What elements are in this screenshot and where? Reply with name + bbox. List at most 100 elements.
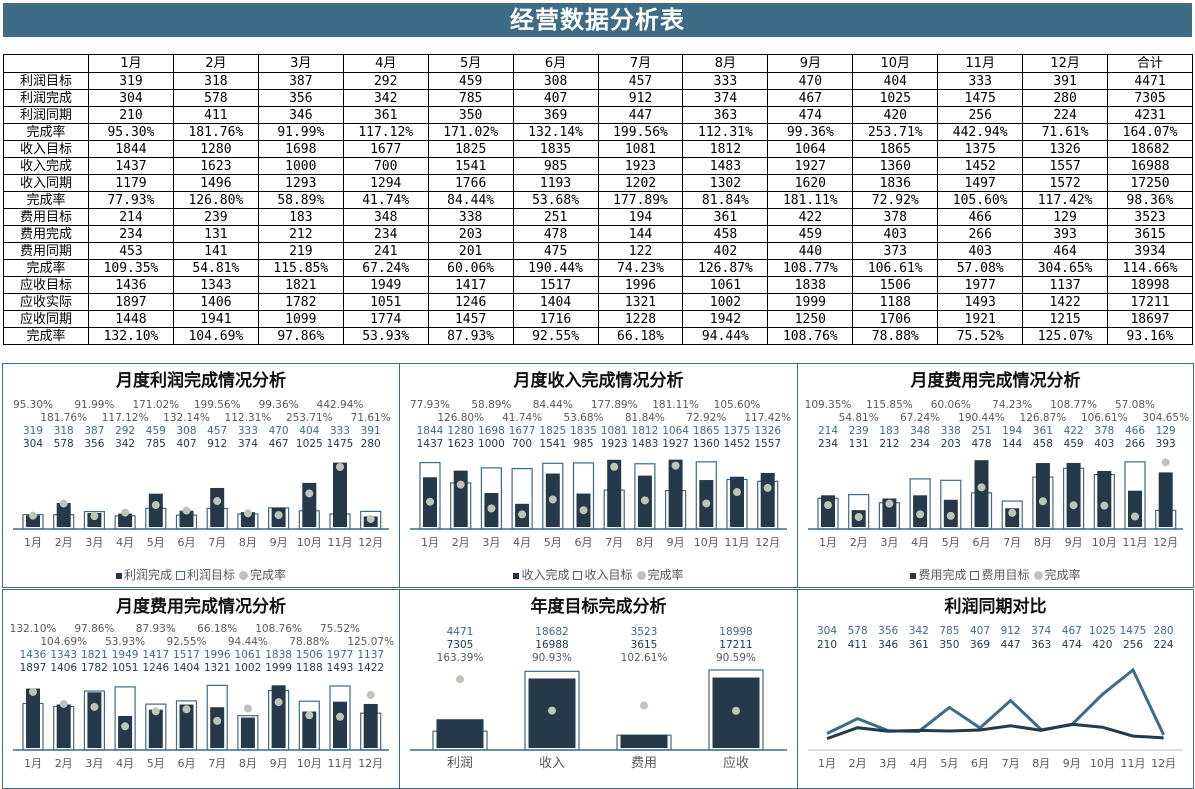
table-cell[interactable]: 112.31% (682, 123, 769, 141)
column-header[interactable]: 11月 (937, 54, 1024, 73)
table-cell[interactable]: 422 (767, 208, 854, 226)
table-cell[interactable]: 369 (512, 106, 599, 124)
table-cell[interactable]: 1506 (852, 276, 939, 294)
table-cell[interactable]: 199.56% (597, 123, 684, 141)
table-cell[interactable]: 194 (597, 208, 684, 226)
table-cell[interactable]: 131 (172, 225, 259, 243)
table-cell[interactable]: 94.44% (682, 327, 769, 345)
column-header[interactable]: 6月 (512, 54, 599, 73)
table-cell[interactable]: 318 (172, 72, 259, 90)
table-cell[interactable]: 1437 (88, 157, 174, 175)
table-cell[interactable]: 457 (597, 72, 684, 90)
table-cell[interactable]: 1246 (427, 293, 514, 311)
table-cell[interactable]: 78.88% (852, 327, 939, 345)
table-cell[interactable]: 144 (597, 225, 684, 243)
table-cell[interactable]: 1496 (172, 174, 259, 192)
table-cell[interactable]: 1321 (597, 293, 684, 311)
table-cell[interactable]: 1949 (342, 276, 429, 294)
column-header[interactable]: 3月 (257, 54, 344, 73)
table-cell[interactable]: 253.71% (852, 123, 939, 141)
table-cell[interactable]: 60.06% (427, 259, 514, 277)
table-cell[interactable]: 442.94% (937, 123, 1024, 141)
table-cell[interactable]: 241 (342, 242, 429, 260)
table-cell[interactable]: 1457 (427, 310, 514, 328)
table-cell[interactable]: 361 (682, 208, 769, 226)
table-cell[interactable]: 84.44% (427, 191, 514, 209)
table-cell[interactable]: 53.68% (512, 191, 599, 209)
table-cell[interactable]: 108.76% (767, 327, 854, 345)
table-cell[interactable]: 190.44% (512, 259, 599, 277)
table-cell[interactable]: 1493 (937, 293, 1024, 311)
table-cell[interactable]: 109.35% (88, 259, 174, 277)
table-cell[interactable]: 373 (852, 242, 939, 260)
table-cell[interactable]: 1844 (88, 140, 174, 158)
table-cell[interactable]: 210 (88, 106, 174, 124)
table-cell[interactable]: 1025 (852, 89, 939, 107)
table-cell[interactable]: 1999 (767, 293, 854, 311)
table-cell[interactable]: 219 (257, 242, 344, 260)
table-cell[interactable]: 117.12% (342, 123, 429, 141)
table-cell[interactable]: 71.61% (1022, 123, 1109, 141)
table-cell[interactable]: 98.36% (1107, 191, 1193, 209)
table-cell[interactable]: 464 (1022, 242, 1109, 260)
table-cell[interactable]: 212 (257, 225, 344, 243)
table-cell[interactable]: 106.61% (852, 259, 939, 277)
table-cell[interactable]: 1812 (682, 140, 769, 158)
row-label[interactable]: 应收实际 (3, 293, 89, 311)
table-cell[interactable]: 54.81% (172, 259, 259, 277)
table-cell[interactable]: 1064 (767, 140, 854, 158)
table-cell[interactable]: 292 (342, 72, 429, 90)
row-label[interactable]: 利润完成 (3, 89, 89, 107)
table-cell[interactable]: 1475 (937, 89, 1024, 107)
table-cell[interactable]: 1698 (257, 140, 344, 158)
table-cell[interactable]: 304.65% (1022, 259, 1109, 277)
table-cell[interactable]: 132.10% (88, 327, 174, 345)
table-cell[interactable]: 105.60% (937, 191, 1024, 209)
table-cell[interactable]: 99.36% (767, 123, 854, 141)
table-cell[interactable]: 75.52% (937, 327, 1024, 345)
table-cell[interactable]: 1977 (937, 276, 1024, 294)
table-cell[interactable]: 177.89% (597, 191, 684, 209)
table-cell[interactable]: 7305 (1107, 89, 1193, 107)
row-label[interactable]: 应收目标 (3, 276, 89, 294)
table-cell[interactable]: 440 (767, 242, 854, 260)
table-cell[interactable]: 104.69% (172, 327, 259, 345)
table-cell[interactable]: 1179 (88, 174, 174, 192)
table-cell[interactable]: 92.55% (512, 327, 599, 345)
row-label[interactable]: 应收同期 (3, 310, 89, 328)
table-cell[interactable]: 1406 (172, 293, 259, 311)
table-cell[interactable]: 181.11% (767, 191, 854, 209)
table-cell[interactable]: 3615 (1107, 225, 1193, 243)
table-cell[interactable]: 1517 (512, 276, 599, 294)
table-cell[interactable]: 1557 (1022, 157, 1109, 175)
table-cell[interactable]: 393 (1022, 225, 1109, 243)
table-cell[interactable]: 129 (1022, 208, 1109, 226)
table-cell[interactable]: 1137 (1022, 276, 1109, 294)
table-cell[interactable]: 108.77% (767, 259, 854, 277)
table-cell[interactable]: 126.87% (682, 259, 769, 277)
table-cell[interactable]: 97.86% (257, 327, 344, 345)
table-cell[interactable]: 1541 (427, 157, 514, 175)
row-label[interactable]: 收入目标 (3, 140, 89, 158)
table-cell[interactable]: 239 (172, 208, 259, 226)
table-cell[interactable]: 1941 (172, 310, 259, 328)
table-cell[interactable]: 348 (342, 208, 429, 226)
table-cell[interactable]: 1293 (257, 174, 344, 192)
table-cell[interactable]: 1051 (342, 293, 429, 311)
table-cell[interactable]: 203 (427, 225, 514, 243)
table-cell[interactable]: 18697 (1107, 310, 1193, 328)
table-cell[interactable]: 350 (427, 106, 514, 124)
table-cell[interactable]: 391 (1022, 72, 1109, 90)
table-cell[interactable]: 1002 (682, 293, 769, 311)
table-cell[interactable]: 374 (682, 89, 769, 107)
table-cell[interactable]: 1215 (1022, 310, 1109, 328)
table-cell[interactable]: 17211 (1107, 293, 1193, 311)
table-cell[interactable]: 475 (512, 242, 599, 260)
row-label[interactable]: 完成率 (3, 259, 89, 277)
table-cell[interactable]: 164.07% (1107, 123, 1193, 141)
table-cell[interactable]: 459 (767, 225, 854, 243)
table-cell[interactable]: 447 (597, 106, 684, 124)
table-cell[interactable]: 1422 (1022, 293, 1109, 311)
table-cell[interactable]: 1921 (937, 310, 1024, 328)
table-cell[interactable]: 1343 (172, 276, 259, 294)
